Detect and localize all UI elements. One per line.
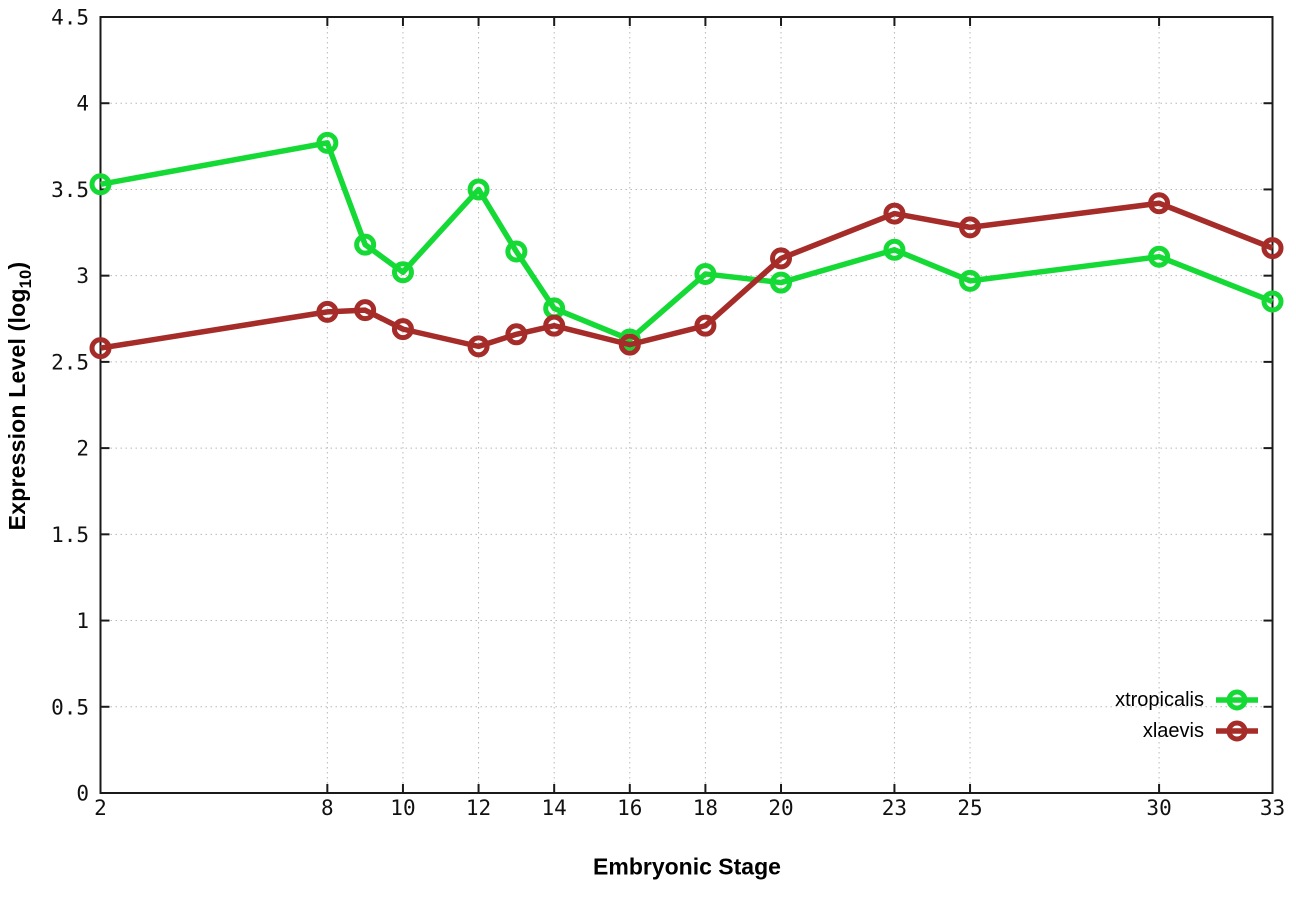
legend-label-xtropicalis: xtropicalis — [1115, 688, 1204, 711]
data-point-xlaevis — [618, 333, 641, 356]
data-point-xtropicalis — [316, 131, 339, 154]
data-point-xlaevis — [505, 323, 528, 346]
data-point-xtropicalis — [1261, 290, 1284, 313]
svg-text:25: 25 — [957, 796, 982, 820]
svg-text:1: 1 — [76, 609, 89, 633]
series-xlaevis — [89, 192, 1284, 360]
data-point-xlaevis — [959, 216, 982, 239]
svg-text:14: 14 — [542, 796, 567, 820]
legend-item-xlaevis: xlaevis — [1143, 718, 1260, 744]
tick-marks — [99, 16, 1274, 794]
legend-marker-xlaevis — [1216, 720, 1258, 742]
svg-text:20: 20 — [768, 796, 793, 820]
svg-text:3: 3 — [76, 264, 89, 288]
data-point-xlaevis — [770, 247, 793, 270]
svg-text:8: 8 — [321, 796, 334, 820]
data-point-xlaevis — [316, 300, 339, 323]
y-axis-title-close: ) — [4, 261, 31, 270]
svg-text:0.5: 0.5 — [51, 695, 89, 719]
svg-text:1.5: 1.5 — [51, 523, 89, 547]
svg-text:2.5: 2.5 — [51, 350, 89, 374]
data-point-xtropicalis — [1148, 245, 1171, 268]
svg-text:12: 12 — [466, 796, 491, 820]
data-point-xlaevis — [391, 318, 414, 341]
svg-text:30: 30 — [1146, 796, 1171, 820]
data-point-xlaevis — [694, 314, 717, 337]
gridlines — [100, 16, 1273, 794]
data-point-xlaevis — [543, 314, 566, 337]
data-point-xlaevis — [354, 299, 377, 322]
data-point-xtropicalis — [883, 238, 906, 261]
y-axis-title: Expression Level (log10) — [4, 262, 36, 531]
data-point-xtropicalis — [467, 178, 490, 201]
svg-text:0: 0 — [76, 782, 89, 806]
series-xtropicalis — [89, 131, 1284, 351]
legend-label-xlaevis: xlaevis — [1142, 719, 1204, 742]
data-point-xtropicalis — [89, 173, 112, 196]
y-axis-title-subscript: 10 — [15, 269, 35, 289]
svg-text:16: 16 — [617, 796, 642, 820]
legend: xtropicalis xlaevis — [1115, 687, 1260, 744]
svg-text:4: 4 — [76, 92, 89, 116]
svg-text:23: 23 — [882, 796, 907, 820]
svg-text:3.5: 3.5 — [51, 178, 89, 202]
plot-border — [99, 16, 1274, 794]
legend-marker-xtropicalis — [1216, 689, 1258, 711]
data-point-xtropicalis — [354, 233, 377, 256]
svg-text:2: 2 — [76, 437, 89, 461]
data-point-xlaevis — [467, 335, 490, 358]
svg-text:33: 33 — [1260, 796, 1285, 820]
data-point-xlaevis — [1261, 237, 1284, 260]
svg-text:10: 10 — [390, 796, 415, 820]
svg-text:4.5: 4.5 — [51, 6, 89, 30]
data-point-xlaevis — [89, 337, 112, 360]
y-axis-title-text: Expression Level (log — [4, 288, 31, 531]
data-point-xtropicalis — [505, 240, 528, 263]
x-axis-title: Embryonic Stage — [593, 853, 781, 880]
data-point-xtropicalis — [959, 269, 982, 292]
data-point-xlaevis — [1148, 192, 1171, 215]
x-tick-labels: 2 8 10 12 14 16 18 20 23 25 30 33 — [94, 796, 1285, 820]
legend-item-xtropicalis: xtropicalis — [1115, 687, 1260, 713]
data-point-xlaevis — [883, 202, 906, 225]
data-point-xtropicalis — [770, 271, 793, 294]
data-point-xtropicalis — [391, 261, 414, 284]
y-tick-labels: 0 0.5 1 1.5 2 2.5 3 3.5 4 4.5 — [51, 6, 89, 806]
svg-text:18: 18 — [693, 796, 718, 820]
data-point-xtropicalis — [694, 262, 717, 285]
svg-text:2: 2 — [94, 796, 107, 820]
